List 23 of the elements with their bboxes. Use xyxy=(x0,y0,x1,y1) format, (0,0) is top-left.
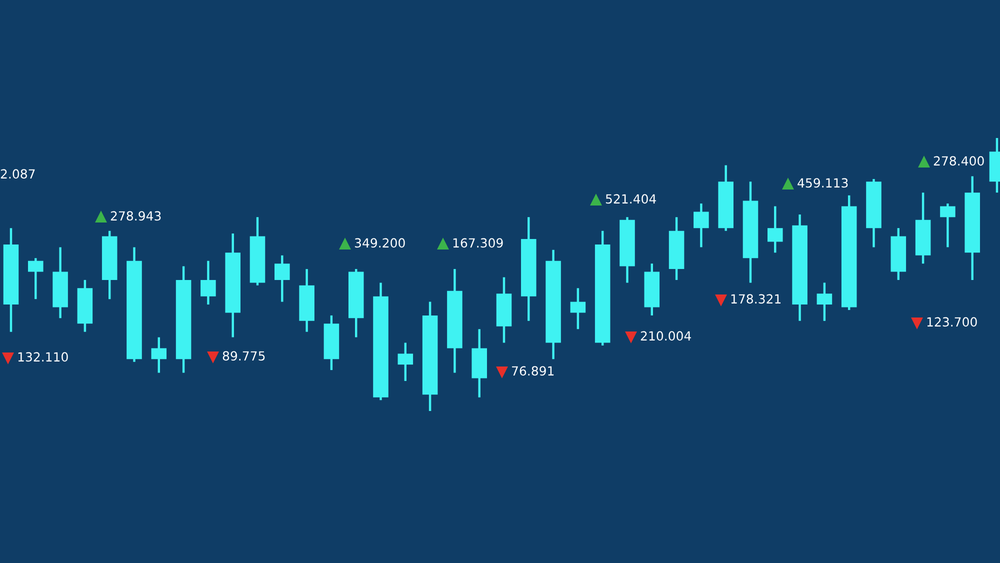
annotation: 167.309 xyxy=(453,238,503,248)
annotation: 178.321 xyxy=(731,294,781,304)
candlestick xyxy=(768,205,783,254)
annotation: 89.775 xyxy=(222,351,265,361)
annotation: 459.113 xyxy=(798,178,848,188)
annotation: 123.700 xyxy=(927,317,977,327)
candlestick xyxy=(200,260,216,306)
candlestick xyxy=(940,202,956,248)
annotation: 2.087 xyxy=(0,169,35,179)
annotation: 278.400 xyxy=(934,156,984,166)
candlestick xyxy=(151,336,167,374)
candlestick xyxy=(570,287,586,330)
annotation: 521.404 xyxy=(606,194,656,204)
annotation: 349.200 xyxy=(354,238,405,248)
candlestick xyxy=(398,342,414,382)
annotation: 210.004 xyxy=(640,331,691,341)
candlestick xyxy=(816,282,832,322)
annotation: 278.943 xyxy=(110,211,161,221)
candlestick xyxy=(274,254,290,303)
candlestick xyxy=(28,257,44,300)
annotation: 76.891 xyxy=(512,366,554,376)
annotation: 132.110 xyxy=(18,352,68,362)
candlestick xyxy=(694,202,709,248)
